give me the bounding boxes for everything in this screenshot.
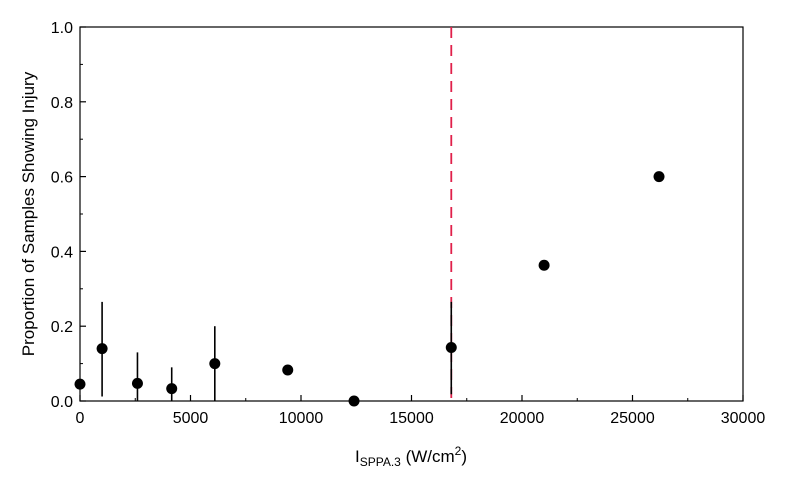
- data-point: [209, 358, 221, 370]
- x-tick-label: 30000: [721, 410, 766, 427]
- y-tick-label: 1.0: [51, 20, 73, 37]
- data-point: [166, 383, 178, 395]
- data-point: [445, 342, 457, 354]
- y-tick-label: 0.8: [51, 95, 73, 112]
- y-axis-label: Proportion of Samples Showing Injury: [19, 71, 38, 356]
- x-axis-label-superscript: 2: [455, 444, 462, 458]
- ticks-layer: 0 5000 10000 15000 20000 25000 30000 0.0 0.2 0.4 0…: [51, 20, 766, 427]
- y-tick-label: 0.2: [51, 319, 73, 336]
- x-tick-label: 5000: [173, 410, 209, 427]
- x-tick-label: 25000: [610, 410, 655, 427]
- data-point: [348, 395, 360, 407]
- x-tick-label: 15000: [389, 410, 434, 427]
- x-tick-label: 0: [76, 410, 85, 427]
- x-axis-label: ISPPA.3 (W/cm2): [355, 444, 467, 469]
- data-points-layer: [74, 171, 665, 407]
- y-tick-label: 0.0: [51, 394, 73, 411]
- data-point: [282, 364, 294, 376]
- data-point: [538, 259, 550, 271]
- x-tick-label: 20000: [500, 410, 545, 427]
- data-point: [131, 377, 143, 389]
- x-axis-label-subscript: SPPA.3: [360, 455, 401, 469]
- error-bars-layer: [101, 301, 453, 401]
- x-tick-label: 10000: [279, 410, 324, 427]
- plot-frame: [79, 26, 744, 402]
- y-tick-label: 0.4: [51, 244, 73, 261]
- x-axis-label-main: I: [355, 447, 360, 466]
- data-point: [96, 343, 108, 355]
- data-point: [74, 378, 86, 390]
- y-tick-label: 0.6: [51, 170, 73, 187]
- data-point: [653, 171, 665, 183]
- x-axis-label-unit-close: ): [461, 447, 467, 466]
- x-axis-label-unit: (W/cm: [401, 447, 455, 466]
